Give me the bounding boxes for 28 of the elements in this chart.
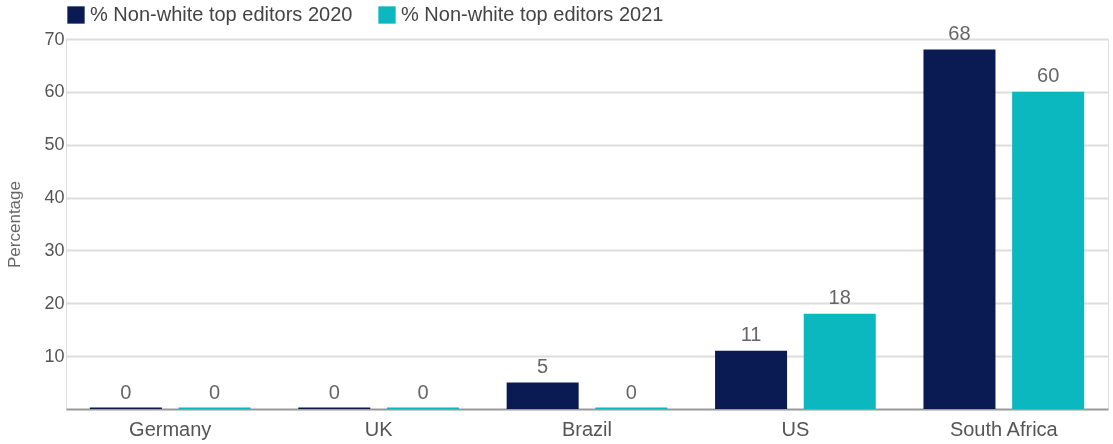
y-axis-title: Percentage [5,181,25,268]
y-tick-label: 10 [44,345,65,366]
y-tick-label: 50 [44,134,65,155]
x-tick-label: Brazil [561,417,613,440]
data-label: 68 [948,21,971,44]
bar [715,350,788,409]
data-label: 11 [740,322,762,345]
data-label: 0 [208,381,221,403]
x-tick-label: South Africa [949,417,1059,440]
data-label: 18 [828,285,851,308]
x-tick-label: UK [364,417,394,440]
bar [506,382,579,409]
legend-label: % Non-white top editors 2020 [90,3,353,25]
bar [923,49,996,409]
data-label: 0 [120,381,132,403]
y-tick-label: 60 [44,81,65,102]
y-tick-label: 40 [44,187,65,208]
y-tick-label: 70 [44,28,65,49]
x-tick-label: US [781,417,810,440]
data-label: 0 [417,381,429,403]
legend-label: % Non-white top editors 2021 [401,3,664,25]
data-label: 0 [328,381,340,403]
data-label: 60 [1037,63,1060,86]
x-tick-label: Germany [129,417,212,440]
data-label: 5 [537,354,549,377]
data-label: 0 [625,381,637,403]
y-tick-label: 30 [44,239,65,260]
y-tick-label: 20 [44,292,65,313]
